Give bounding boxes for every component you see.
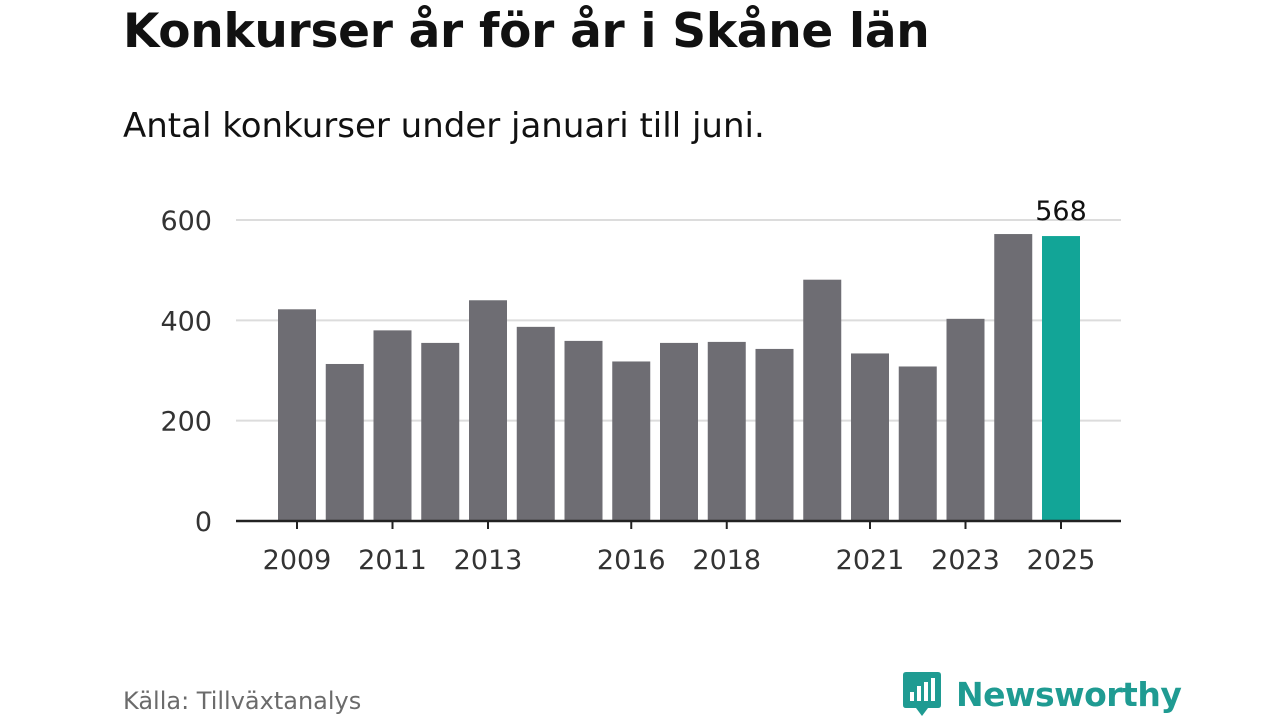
x-tick-label: 2025: [1027, 545, 1096, 576]
bar-chart-speech-bubble-icon: [903, 672, 941, 716]
x-tick-label: 2023: [931, 545, 1000, 576]
x-axis: [236, 519, 1121, 529]
bar-2019: [755, 348, 794, 521]
bar-2010: [325, 363, 364, 521]
chart-subtitle: Antal konkurser under januari till juni.: [123, 106, 765, 146]
bar-2013: [469, 300, 507, 521]
bar-2024: [994, 234, 1033, 521]
bar-2012: [421, 342, 460, 521]
bar-2011: [373, 330, 412, 521]
x-tick-label: 2021: [836, 545, 905, 576]
x-tick-label: 2018: [692, 545, 761, 576]
brand-name: Newsworthy: [956, 674, 1182, 714]
bar-2021: [851, 353, 889, 521]
y-tick-label: 0: [195, 507, 212, 538]
bar-2023: [946, 318, 985, 521]
x-tick-label: 2009: [263, 545, 332, 576]
chart-title: Konkurser år för år i Skåne län: [123, 4, 930, 59]
x-tick-label: 2016: [597, 545, 666, 576]
bar-2014: [516, 326, 555, 521]
source-note: Källa: Tillväxtanalys: [123, 687, 362, 715]
newsworthy-logo: Newsworthy: [902, 670, 1182, 718]
bar-2009: [278, 309, 316, 521]
bars: [278, 234, 1080, 521]
labels: 0 200 400 600 568 2009 2011 2013 2016 2018 2021 202…: [160, 196, 1095, 576]
bar-2017: [660, 342, 698, 521]
bar-2018: [707, 341, 746, 521]
data-label-2025: 568: [1035, 196, 1087, 227]
bar-2015: [564, 340, 603, 521]
y-tick-label: 400: [160, 306, 212, 337]
x-tick-label: 2011: [358, 545, 427, 576]
bar-2020: [803, 279, 842, 521]
y-tick-label: 200: [160, 407, 212, 438]
y-tick-label: 600: [160, 206, 212, 237]
bar-2016: [612, 361, 651, 521]
x-tick-label: 2013: [454, 545, 523, 576]
bar-2025: [1042, 236, 1080, 521]
bar-2022: [898, 366, 937, 521]
